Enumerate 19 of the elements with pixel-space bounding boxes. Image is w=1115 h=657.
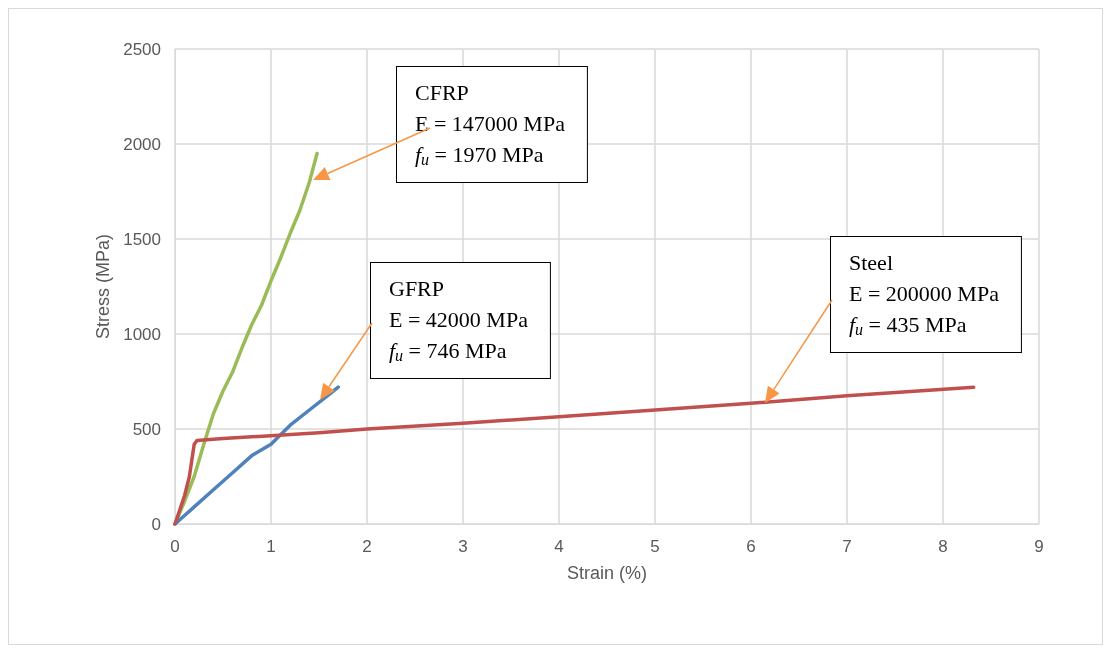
y-tick-label: 1500 <box>123 229 161 249</box>
y-tick-label: 2500 <box>123 39 161 59</box>
y-axis-title: Stress (MPa) <box>93 233 114 340</box>
x-tick-label: 6 <box>746 537 756 556</box>
x-tick-label: 0 <box>170 537 180 556</box>
x-tick-label: 1 <box>266 537 276 556</box>
x-tick-label: 3 <box>458 537 468 556</box>
y-tick-label: 0 <box>151 514 161 534</box>
x-tick-label: 4 <box>554 537 564 556</box>
line-series <box>173 385 976 526</box>
y-tick-label: 2000 <box>123 134 161 154</box>
x-tick-label: 5 <box>650 537 660 556</box>
x-axis-title: Strain (%) <box>566 563 648 583</box>
x-tick-label: 9 <box>1034 537 1044 556</box>
y-tick-label: 500 <box>132 419 161 439</box>
y-tick-label: 1000 <box>123 324 161 344</box>
x-tick-label: 7 <box>842 537 852 556</box>
x-tick-label: 8 <box>938 537 948 556</box>
x-tick-label: 2 <box>362 537 372 556</box>
